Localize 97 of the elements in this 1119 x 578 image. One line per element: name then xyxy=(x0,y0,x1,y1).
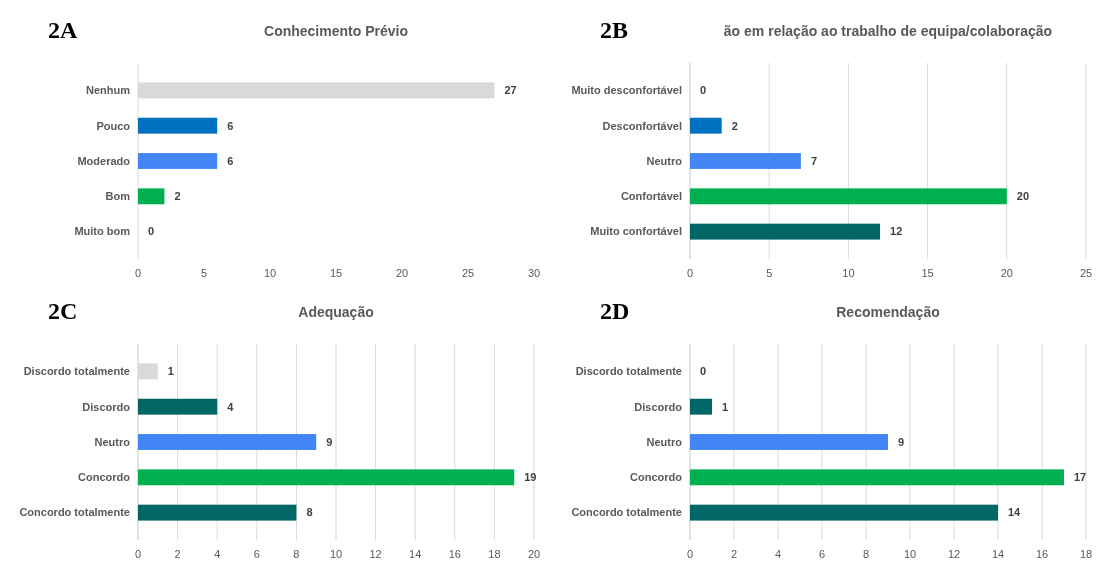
x-tick-label: 5 xyxy=(766,267,773,279)
x-tick-label: 15 xyxy=(921,267,934,279)
bar xyxy=(138,188,165,205)
y-tick-label: Concordo xyxy=(630,471,683,484)
data-label: 4 xyxy=(227,400,235,413)
data-label: 9 xyxy=(898,435,905,448)
chart-title: ão em relação ao trabalho de equipa/colaboração xyxy=(723,23,1053,39)
data-label: 12 xyxy=(890,225,903,238)
x-tick-label: 0 xyxy=(134,267,142,279)
bar xyxy=(138,504,297,521)
x-tick-label: 4 xyxy=(214,548,221,560)
y-tick-label: Neutro xyxy=(646,435,683,448)
y-tick-label: Muito desconfortável xyxy=(571,84,682,97)
text: 2B xyxy=(600,17,629,43)
x-tick-label: 30 xyxy=(527,267,541,279)
bar xyxy=(138,153,218,169)
x-tick-label: 10 xyxy=(903,548,917,560)
x-tick-label: 10 xyxy=(263,267,277,279)
x-tick-label: 18 xyxy=(488,548,501,560)
y-tick-label: Discordo totalmente xyxy=(575,365,682,378)
y-tick-label: Discordo totalmente xyxy=(23,365,130,378)
x-tick-label: 20 xyxy=(527,548,541,560)
data-label: 2 xyxy=(174,190,181,203)
x-tick-label: 8 xyxy=(862,548,870,560)
data-label: 0 xyxy=(700,365,707,378)
data-label: 27 xyxy=(504,84,517,97)
y-tick-label: Nenhum xyxy=(86,84,131,97)
y-tick-label: Discordo xyxy=(82,400,131,413)
y-tick-label: Muito bom xyxy=(74,225,131,238)
bar xyxy=(690,504,998,521)
bar xyxy=(690,469,1064,486)
x-tick-label: 15 xyxy=(329,267,343,279)
data-label: 14 xyxy=(1008,506,1022,519)
y-tick-label: Pouco xyxy=(96,119,131,132)
data-label: 6 xyxy=(227,154,234,167)
bar xyxy=(690,223,881,240)
bar xyxy=(138,434,317,450)
bar xyxy=(690,188,1007,205)
bar xyxy=(690,153,801,169)
x-tick-label: 0 xyxy=(134,548,142,560)
y-tick-label: Muito confortável xyxy=(590,225,682,238)
x-tick-label: 12 xyxy=(947,548,961,560)
data-label: 6 xyxy=(227,119,234,132)
x-tick-label: 25 xyxy=(461,267,475,279)
x-tick-label: 2 xyxy=(730,548,738,560)
y-tick-label: Discordo xyxy=(634,400,683,413)
chart-title: Conhecimento Prévio xyxy=(264,23,408,39)
data-label: 19 xyxy=(524,471,537,484)
x-tick-label: 0 xyxy=(686,267,694,279)
x-tick-label: 10 xyxy=(329,548,343,560)
data-label: 2 xyxy=(731,119,738,132)
x-tick-label: 2 xyxy=(174,548,181,560)
bar xyxy=(138,117,218,134)
x-tick-label: 16 xyxy=(448,548,461,560)
y-tick-label: Concordo totalmente xyxy=(19,506,130,519)
bar xyxy=(138,469,515,486)
data-label: 9 xyxy=(326,435,333,448)
y-tick-label: Neutro xyxy=(94,435,131,448)
data-label: 8 xyxy=(306,506,313,519)
y-tick-label: Concordo xyxy=(78,471,131,484)
x-tick-label: 6 xyxy=(818,548,826,560)
y-tick-label: Neutro xyxy=(646,154,683,167)
x-tick-label: 8 xyxy=(293,548,300,560)
x-tick-label: 14 xyxy=(409,548,422,560)
x-tick-label: 14 xyxy=(991,548,1005,560)
x-tick-label: 0 xyxy=(686,548,694,560)
x-tick-label: 4 xyxy=(774,548,782,560)
x-tick-label: 16 xyxy=(1035,548,1049,560)
data-label: 0 xyxy=(148,225,155,238)
text: 2C xyxy=(48,298,78,324)
data-label: 1 xyxy=(167,365,174,378)
data-label: 20 xyxy=(1016,190,1030,203)
x-tick-label: 20 xyxy=(1000,267,1013,279)
y-tick-label: Desconfortável xyxy=(602,119,682,132)
text: 2A xyxy=(48,17,78,43)
x-tick-label: 20 xyxy=(395,267,409,279)
y-tick-label: Bom xyxy=(105,190,131,203)
chart-title: Adequação xyxy=(298,304,374,320)
bar xyxy=(690,434,888,450)
x-tick-label: 10 xyxy=(842,267,855,279)
data-label: 7 xyxy=(810,154,818,167)
y-tick-label: Concordo totalmente xyxy=(571,506,682,519)
x-tick-label: 12 xyxy=(369,548,382,560)
text: 2D xyxy=(600,298,630,324)
x-tick-label: 5 xyxy=(200,267,208,279)
x-tick-label: 18 xyxy=(1079,548,1093,560)
data-label: 17 xyxy=(1074,471,1087,484)
data-label: 0 xyxy=(700,84,707,97)
bar xyxy=(690,398,712,415)
data-label: 1 xyxy=(722,400,729,413)
bar xyxy=(690,117,722,134)
y-tick-label: Moderado xyxy=(77,154,131,167)
x-tick-label: 25 xyxy=(1079,267,1093,279)
chart-title: Recomendação xyxy=(836,304,940,320)
x-tick-label: 6 xyxy=(253,548,260,560)
bar xyxy=(138,398,218,415)
y-tick-label: Confortável xyxy=(620,190,682,203)
